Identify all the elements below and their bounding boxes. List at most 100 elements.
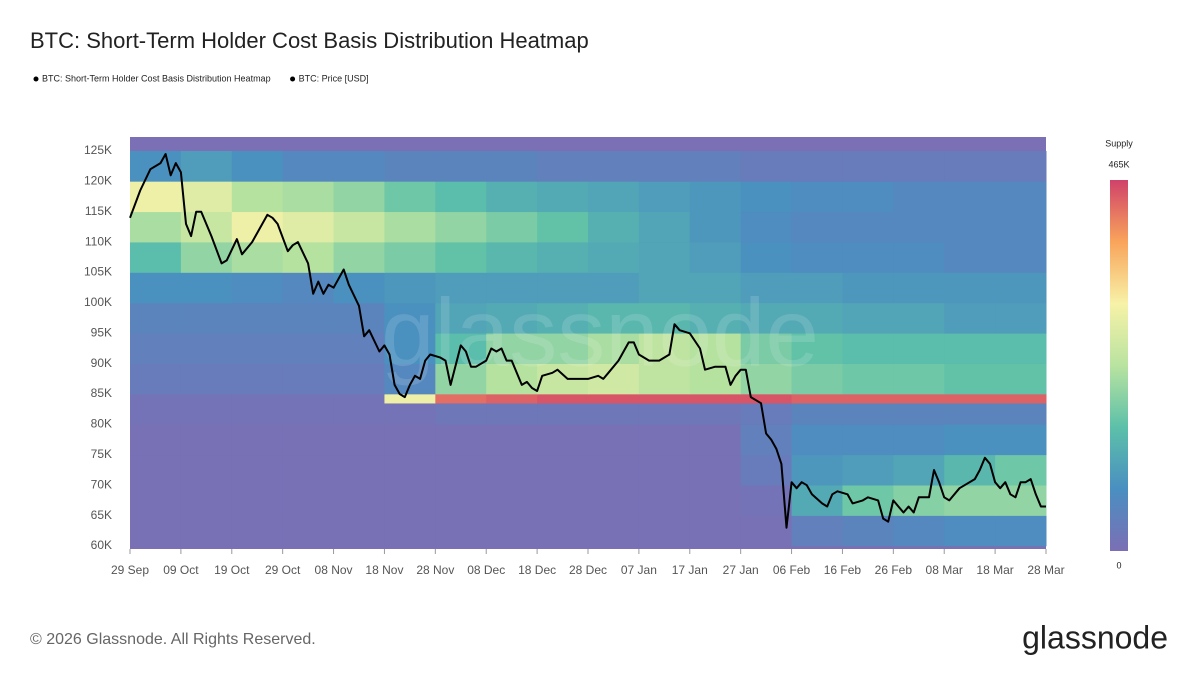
heatmap-cell: [893, 485, 945, 516]
heatmap-cell: [435, 363, 487, 395]
x-tick-label: 27 Jan: [723, 563, 759, 577]
heatmap-cell: [689, 333, 742, 364]
heatmap-cell: [689, 302, 742, 334]
heatmap-cell: [791, 272, 843, 304]
heatmap-cell: [231, 424, 284, 456]
heatmap-cell: [537, 302, 589, 334]
heatmap-cell: [537, 333, 589, 364]
heatmap-cell: [180, 454, 233, 486]
heatmap-cell: [486, 272, 538, 304]
heatmap-cell: [995, 211, 1047, 243]
heatmap-cell: [791, 424, 843, 456]
heatmap-cell: [282, 211, 335, 243]
heatmap-cell: [791, 150, 843, 182]
heatmap-cell: [588, 242, 640, 273]
heatmap-cell: [282, 150, 335, 182]
heatmap-cell: [486, 181, 538, 213]
colorbar-tick-label: 0: [1116, 560, 1121, 570]
heatmap-cell: [537, 181, 589, 213]
heatmap-cell: [180, 150, 233, 182]
heatmap-cell: [689, 403, 742, 425]
heatmap-cell: [944, 363, 996, 395]
heatmap-cell: [231, 403, 284, 425]
heatmap-cell: [893, 272, 945, 304]
heatmap-cell: [486, 302, 538, 334]
heatmap-cell: [384, 302, 436, 334]
heatmap-cell: [588, 515, 640, 547]
heatmap-cell: [130, 424, 182, 456]
heatmap-cell: [588, 363, 640, 395]
heatmap-cell: [486, 150, 538, 182]
heatmap-cell: [333, 485, 385, 516]
heatmap-cell: [995, 242, 1047, 273]
heatmap-cell: [995, 272, 1047, 304]
heatmap-cell: [588, 211, 640, 243]
heatmap-cell: [384, 181, 436, 213]
heatmap-cell: [893, 181, 945, 213]
heatmap-cell: [842, 394, 894, 404]
heatmap-cell: [130, 515, 182, 547]
heatmap-cell: [689, 515, 742, 547]
heatmap-cell: [333, 211, 385, 243]
y-tick-label: 65K: [91, 508, 112, 522]
heatmap-cell: [537, 454, 589, 486]
x-tick-label: 08 Mar: [926, 563, 963, 577]
heatmap-cell: [740, 242, 793, 273]
heatmap-cell: [231, 485, 284, 516]
heatmap-cell: [282, 363, 335, 395]
heatmap-cell: [231, 454, 284, 486]
x-tick-label: 26 Feb: [875, 563, 913, 577]
heatmap-cell: [486, 403, 538, 425]
heatmap-cell: [537, 485, 589, 516]
heatmap-cell: [333, 150, 385, 182]
heatmap-cell: [435, 150, 487, 182]
heatmap-cell: [740, 211, 793, 243]
heatmap-cell: [740, 333, 793, 364]
heatmap-cell: [740, 181, 793, 213]
heatmap-cell: [944, 181, 996, 213]
heatmap-cell: [740, 394, 793, 404]
heatmap-cell: [995, 363, 1047, 395]
y-tick-label: 120K: [84, 174, 112, 188]
heatmap-cell: [588, 454, 640, 486]
x-tick-label: 08 Nov: [315, 563, 353, 577]
heatmap-cell: [435, 403, 487, 425]
heatmap-cell: [231, 302, 284, 334]
x-tick-label: 18 Nov: [365, 563, 403, 577]
heatmap-cell: [384, 211, 436, 243]
x-tick-label: 18 Dec: [518, 563, 556, 577]
heatmap-cell: [537, 394, 589, 404]
heatmap-cell: [384, 515, 436, 547]
x-tick-label: 29 Oct: [265, 563, 301, 577]
heatmap-cell: [944, 485, 996, 516]
heatmap-cell: [638, 454, 691, 486]
heatmap-cell: [435, 272, 487, 304]
y-tick-label: 125K: [84, 143, 112, 157]
colorbar: Supply 0 465K: [1105, 138, 1133, 570]
heatmap-cell: [384, 242, 436, 273]
heatmap-cell: [791, 242, 843, 273]
heatmap-cell: [944, 403, 996, 425]
heatmap-cell: [638, 485, 691, 516]
heatmap-cell: [791, 181, 843, 213]
legend-marker: [33, 76, 39, 82]
heatmap-cell: [180, 403, 233, 425]
heatmap-cell: [231, 272, 284, 304]
heatmap-cell: [893, 150, 945, 182]
heatmap-cell: [791, 363, 843, 395]
heatmap-cell: [689, 242, 742, 273]
heatmap-cell: [333, 424, 385, 456]
y-tick-label: 85K: [91, 386, 112, 400]
heatmap-cell: [435, 302, 487, 334]
heatmap-cell: [893, 302, 945, 334]
heatmap-cell: [588, 485, 640, 516]
logo: glassnode: [1022, 619, 1168, 655]
heatmap-cell: [944, 242, 996, 273]
heatmap-cell: [842, 403, 894, 425]
heatmap-cell: [180, 424, 233, 456]
heatmap-cell: [995, 150, 1047, 182]
heatmap-cell: [689, 394, 742, 404]
heatmap-cell: [384, 403, 436, 425]
heatmap-cell: [435, 485, 487, 516]
